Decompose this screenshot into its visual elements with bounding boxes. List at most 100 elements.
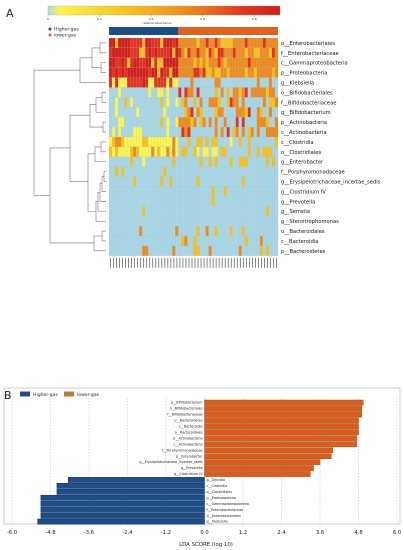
heatmap-cell <box>193 196 197 207</box>
heatmap-cell <box>211 166 215 177</box>
heatmap-cell <box>199 206 203 217</box>
heatmap-cell <box>241 146 245 157</box>
heatmap-cell <box>145 216 149 227</box>
legend-swatch-higher-gas <box>20 391 30 397</box>
heatmap-cell <box>253 67 257 78</box>
heatmap-cell <box>154 87 158 98</box>
heatmap-cell <box>226 216 230 227</box>
heatmap-cell <box>274 146 279 157</box>
lda-bar <box>204 417 359 424</box>
dendrogram-branch <box>100 141 106 153</box>
lda-x-tick-label: -6.0 <box>7 530 17 536</box>
heatmap-cell <box>205 117 209 128</box>
heatmap-cell <box>136 226 140 237</box>
heatmap-cell <box>187 226 191 237</box>
heatmap-cell <box>133 226 137 237</box>
heatmap-cell <box>241 136 245 147</box>
heatmap-cell <box>148 77 152 88</box>
heatmap-cell <box>256 226 261 237</box>
heatmap-cell <box>247 186 251 197</box>
heatmap-cell <box>262 97 267 108</box>
legend-swatch-lower-gas <box>64 391 74 397</box>
heatmap-cell <box>193 47 197 58</box>
heatmap-cell <box>181 37 185 48</box>
heatmap-cell <box>226 67 230 78</box>
heatmap-cell <box>226 146 230 157</box>
heatmap-cell <box>169 176 173 187</box>
lda-bar <box>67 477 205 483</box>
heatmap-cell <box>190 87 194 98</box>
group-bar-higher-gas <box>109 27 179 35</box>
heatmap-cell <box>235 47 239 58</box>
heatmap-cell <box>187 117 191 128</box>
heatmap-cell <box>160 117 164 128</box>
heatmap-cell <box>187 156 191 167</box>
heatmap-cell <box>220 127 224 138</box>
heatmap-cell <box>250 97 254 108</box>
heatmap-cell <box>190 235 194 246</box>
heatmap-cell <box>214 196 218 207</box>
heatmap-cell <box>202 245 206 256</box>
heatmap-row-label: p__Bacteroidetes <box>281 249 326 255</box>
heatmap-cell <box>250 146 254 157</box>
heatmap-cell <box>172 127 176 138</box>
heatmap-cell <box>108 156 113 167</box>
heatmap-cell <box>208 57 212 68</box>
heatmap-cell <box>190 216 194 227</box>
heatmap-cell <box>172 196 176 207</box>
heatmap-cell <box>151 136 155 147</box>
heatmap-cell <box>154 176 158 187</box>
heatmap-cell <box>127 57 131 68</box>
heatmap-cell <box>262 216 267 227</box>
heatmap-cell <box>142 206 146 217</box>
heatmap-cell <box>199 127 203 138</box>
heatmap-cell <box>145 127 149 138</box>
heatmap-cell <box>160 146 164 157</box>
column-label-mark <box>185 257 187 268</box>
column-label-mark <box>155 257 157 268</box>
heatmap-cell <box>163 67 167 78</box>
heatmap-cell <box>151 127 155 138</box>
heatmap-cell <box>166 97 170 108</box>
heatmap-cell <box>250 156 254 167</box>
heatmap-cell <box>229 136 233 147</box>
lda-bar <box>56 483 205 489</box>
heatmap-cell <box>247 37 251 48</box>
heatmap-cell <box>175 196 179 207</box>
heatmap-cell <box>253 136 257 147</box>
heatmap-cell <box>157 57 161 68</box>
heatmap-cell <box>199 245 203 256</box>
heatmap-cell <box>202 57 206 68</box>
heatmap-cell <box>268 87 273 98</box>
heatmap-cell <box>244 206 248 217</box>
heatmap-cell <box>148 186 152 197</box>
heatmap-cell <box>133 37 137 48</box>
heatmap-cell <box>268 156 273 167</box>
heatmap-cell <box>127 37 131 48</box>
heatmap-cell <box>166 156 170 167</box>
heatmap-cell <box>250 117 254 128</box>
heatmap-cell <box>190 47 194 58</box>
heatmap-cell <box>190 146 194 157</box>
heatmap-cell <box>247 166 251 177</box>
heatmap-cell <box>262 107 267 118</box>
heatmap-cell <box>169 37 173 48</box>
heatmap-cell <box>271 186 276 197</box>
heatmap-cell <box>124 166 128 177</box>
heatmap-cell <box>241 206 245 217</box>
heatmap-cell <box>117 77 122 88</box>
heatmap-cell <box>139 47 143 58</box>
heatmap-cell <box>163 176 167 187</box>
heatmap-cell <box>202 117 206 128</box>
column-label-mark <box>209 257 211 268</box>
heatmap-cell <box>226 186 230 197</box>
heatmap-cell <box>262 235 267 246</box>
group-bar-lower-gas <box>178 27 278 35</box>
heatmap-cell <box>256 245 261 256</box>
heatmap-cell <box>271 245 276 256</box>
heatmap-cell <box>181 216 185 227</box>
heatmap-cell <box>211 87 215 98</box>
heatmap-cell <box>202 127 206 138</box>
heatmap-cell <box>235 216 239 227</box>
heatmap-cell <box>163 245 167 256</box>
